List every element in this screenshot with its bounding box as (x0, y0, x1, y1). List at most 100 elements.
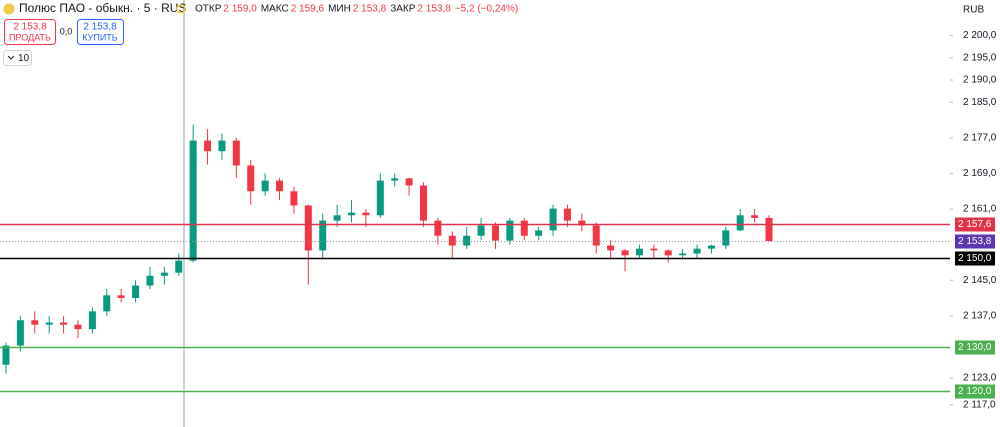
candle-body (290, 191, 298, 206)
candle-body (333, 215, 341, 221)
candle-body (2, 345, 10, 365)
y-tick-label: 2 137,0 (963, 310, 997, 321)
candle-body (578, 220, 586, 226)
candle-body (362, 212, 370, 216)
indicators-toggle[interactable] (3, 50, 32, 66)
buy-label: КУПИТЬ (82, 32, 117, 42)
candle-body (405, 178, 413, 186)
y-tick-label: 2 195,0 (963, 52, 997, 63)
candle-body (506, 220, 514, 241)
candle-body (189, 140, 197, 261)
candle-body (232, 140, 240, 166)
candle-body (319, 220, 327, 251)
candle-body (650, 248, 658, 251)
candle-body (146, 275, 154, 286)
candle-body (88, 311, 96, 330)
toolbar: Полюс ПАО - обыкн. · 5 · RUS ОТКР 2 159,0… (3, 1, 984, 66)
ohlc-label: МАКС (261, 4, 289, 15)
ohlc: ОТКР 2 159,0 МАКС 2 159,6 МИН 2 153,8 ЗАКР 2 15… (195, 4, 518, 15)
candle-body (391, 178, 399, 181)
change: −5,2 (−0,24%) (455, 4, 518, 15)
candle-body (563, 208, 571, 221)
candle-body (132, 285, 140, 299)
ohlc-label: МИН (328, 4, 351, 15)
ohlc-value: 2 159,6 (291, 4, 325, 15)
candle-body (160, 272, 168, 276)
candle-body (491, 225, 499, 241)
candle-body (707, 245, 715, 249)
currency[interactable]: RUB (963, 5, 984, 16)
y-tick-label: 2 145,0 (963, 275, 997, 286)
price-label-box (955, 251, 995, 266)
candle-body (261, 180, 269, 192)
buy-button[interactable] (77, 19, 124, 45)
candle-body (607, 245, 615, 251)
status-icon (176, 4, 186, 14)
price-label: 2 150,0 (958, 253, 992, 264)
price-label: 2 130,0 (958, 342, 992, 353)
sell-button[interactable] (4, 19, 56, 45)
y-tick-label: 2 161,0 (963, 204, 997, 215)
y-tick-label: 2 200,0 (963, 30, 997, 41)
price-label: 2 120,0 (958, 386, 992, 397)
candle-body (304, 205, 312, 251)
candle-body (247, 165, 255, 192)
candle-body (592, 225, 600, 246)
candle-body (520, 220, 528, 236)
candle-body (376, 180, 384, 216)
ohlc-label: ЗАКР (390, 4, 416, 15)
candle-body (679, 253, 687, 256)
candle-body (635, 248, 643, 256)
y-tick-label: 2 117,0 (963, 399, 996, 410)
candle-body (621, 250, 629, 256)
candle-body (31, 320, 39, 325)
candle-body (477, 225, 485, 236)
ohlc-label: ОТКР (195, 4, 222, 15)
price-label-box (955, 384, 995, 399)
candle-body (751, 215, 759, 218)
candle-body (175, 260, 183, 273)
candle-body (693, 248, 701, 254)
candle-body (664, 250, 672, 256)
price-label-box (955, 340, 995, 355)
price-label: 2 153,8 (958, 236, 992, 247)
candle-body (463, 235, 471, 246)
price-label: 2 157,6 (958, 219, 992, 230)
candle-body (103, 295, 111, 312)
symbol-icon (3, 3, 15, 15)
symbol: Полюс ПАО - обыкн. · 5 · RUS (19, 1, 186, 15)
sell-label: ПРОДАТЬ (9, 32, 51, 42)
candle-body (74, 324, 82, 330)
candle-body (45, 322, 53, 325)
candle-body (549, 208, 557, 231)
candle-body (434, 220, 442, 236)
y-tick-label: 2 190,0 (963, 75, 997, 86)
candle-body (276, 180, 284, 192)
indicators-count: 10 (18, 53, 30, 64)
candle-body (765, 217, 773, 242)
y-tick-label: 2 169,0 (963, 168, 997, 179)
candle-body (448, 235, 456, 246)
candle-body (535, 230, 543, 236)
candle-body (722, 230, 730, 246)
candle-body (204, 140, 212, 152)
ohlc-value: 2 153,8 (353, 4, 387, 15)
buy-price: 2 153,8 (83, 22, 117, 33)
candle-body (60, 322, 68, 325)
y-tick-label: 2 123,0 (963, 373, 997, 384)
ohlc-value: 2 153,8 (417, 4, 451, 15)
ohlc-value: 2 159,0 (223, 4, 257, 15)
y-tick-label: 2 177,0 (963, 133, 997, 144)
candle-body (117, 295, 125, 299)
candle-body (348, 212, 356, 216)
candle-body (736, 215, 744, 231)
candle-body (16, 320, 24, 346)
price-label-box (955, 234, 995, 249)
price-label-box (955, 217, 995, 232)
chevron (7, 55, 15, 60)
sell-price: 2 153,8 (13, 22, 47, 33)
candle-body (218, 140, 226, 152)
candle-body (419, 185, 427, 221)
